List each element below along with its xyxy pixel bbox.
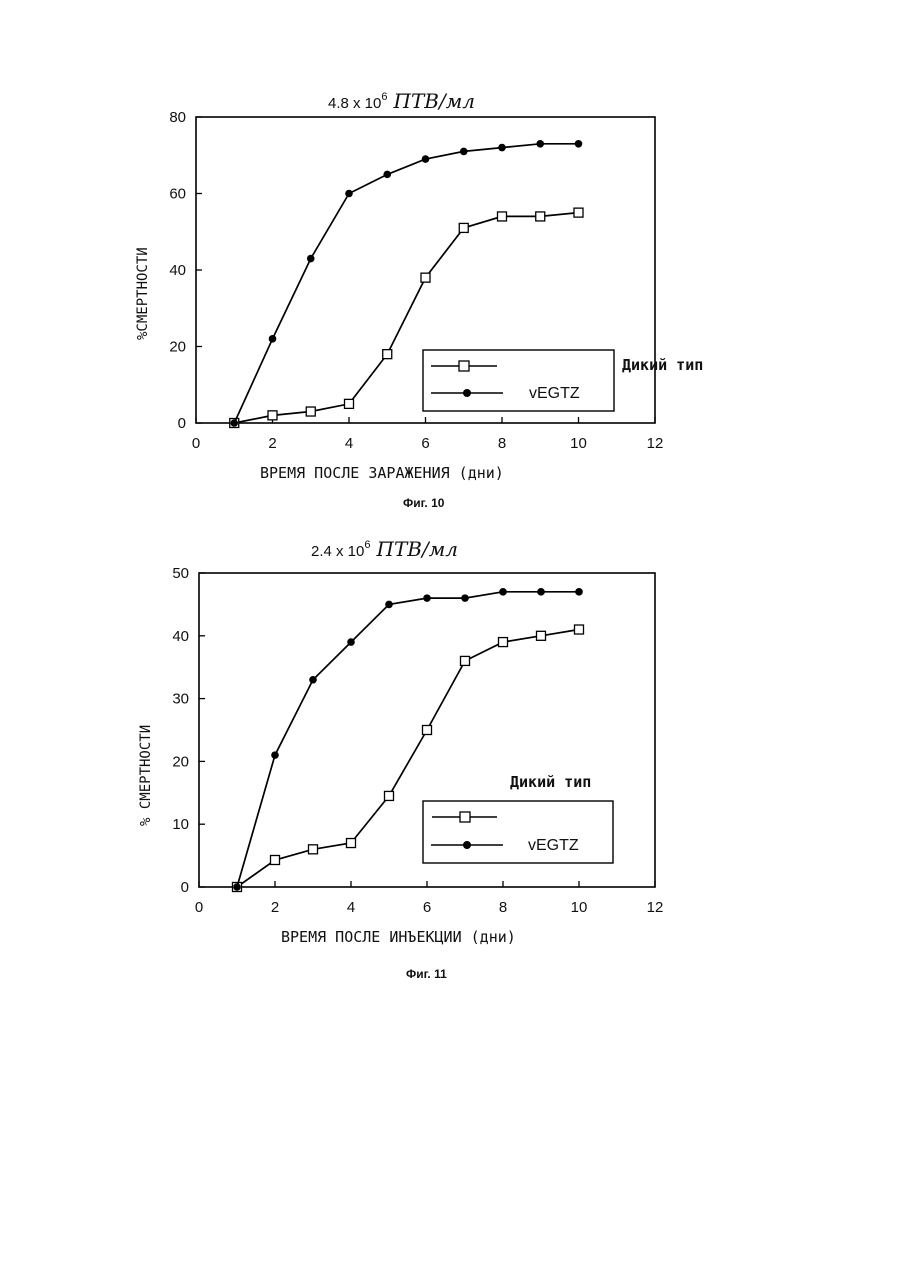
fig11-series-wildtype-point: [309, 845, 318, 854]
chart-fig10: 4.8 x 106ПТВ/мл 0 2 4 6 8 10 12 0 20 40 60 80 Дикий…: [135, 89, 703, 510]
fig10-xtick-label: 8: [498, 435, 506, 452]
fig10-series-vegtz-point: [345, 190, 353, 198]
fig10-xtick-label: 4: [345, 435, 353, 452]
fig10-ytick-label: 40: [169, 262, 186, 279]
fig10-ytick-label: 60: [169, 186, 186, 203]
legend-fig11-wildtype-marker: [460, 812, 470, 822]
fig10-series-wildtype-point: [498, 212, 507, 221]
legend-fig11-wildtype-label: Дикий тип: [510, 773, 591, 791]
chart-fig10-xlabel: ВРЕМЯ ПОСЛЕ ЗАРАЖЕНИЯ (дни): [260, 464, 504, 482]
fig11-series-vegtz-point: [271, 751, 279, 759]
fig11-ytick-label: 20: [172, 753, 189, 770]
fig11-ytick-label: 40: [172, 628, 189, 645]
fig10-series-vegtz-point: [307, 255, 315, 263]
fig10-series-vegtz-point: [230, 419, 238, 427]
chart-fig10-ylabel: %СМЕРТНОСТИ: [135, 247, 151, 340]
fig10-xtick-label: 0: [192, 435, 200, 452]
chart-fig11-xlabel: ВРЕМЯ ПОСЛЕ ИНЪЕКЦИИ (дни): [281, 928, 516, 946]
fig11-ytick-label: 10: [172, 816, 189, 833]
fig11-xtick-label: 12: [647, 899, 664, 916]
fig10-series-vegtz-point: [575, 140, 583, 148]
fig11-ytick-label: 50: [172, 565, 189, 582]
fig11-series-vegtz-point: [309, 676, 317, 684]
fig10-ytick-label: 20: [169, 339, 186, 356]
fig11-xtick-label: 10: [571, 899, 588, 916]
legend-fig10-wildtype-label: Дикий тип: [622, 356, 703, 374]
fig10-xtick-label: 10: [570, 435, 587, 452]
fig10-series-wildtype-point: [345, 399, 354, 408]
fig10-series-vegtz-point: [460, 148, 468, 156]
fig11-ytick-label: 30: [172, 691, 189, 708]
fig11-series-wildtype-point: [499, 638, 508, 647]
fig10-series-vegtz-point: [536, 140, 544, 148]
fig11-series-wildtype-point: [385, 791, 394, 800]
fig10-series-wildtype-point: [306, 407, 315, 416]
fig10-series-wildtype-point: [536, 212, 545, 221]
fig10-series-wildtype-point: [383, 350, 392, 359]
fig10-series-vegtz-point: [383, 171, 391, 179]
fig11-series-vegtz-point: [233, 883, 241, 891]
fig11-xtick-label: 4: [347, 899, 355, 916]
fig11-xtick-label: 2: [271, 899, 279, 916]
chart-fig11-title: 2.4 x 106ПТВ/мл: [311, 537, 458, 561]
fig11-series-wildtype-point: [461, 656, 470, 665]
fig11-xtick-label: 6: [423, 899, 431, 916]
fig10-ytick-label: 80: [169, 109, 186, 126]
fig11-series-wildtype-point: [271, 855, 280, 864]
fig10-series-vegtz-point: [269, 335, 277, 343]
fig11-series-wildtype-point: [575, 625, 584, 634]
legend-fig10-vegtz-marker: [463, 389, 471, 397]
fig11-series-vegtz-point: [423, 594, 431, 602]
fig11-series-vegtz-point: [499, 588, 507, 596]
fig11-ytick-label: 0: [181, 879, 189, 896]
chart-fig10-legend: [423, 350, 614, 411]
fig11-series-vegtz-point: [575, 588, 583, 596]
legend-fig11-vegtz-label: vEGTZ: [528, 837, 579, 854]
fig10-series-wildtype-point: [574, 208, 583, 217]
fig11-xtick-label: 0: [195, 899, 203, 916]
chart-fig11-legend: [423, 801, 613, 863]
fig11-series-vegtz-point: [385, 601, 393, 609]
chart-fig11-caption: Фиг. 11: [406, 967, 447, 981]
fig11-series-wildtype-point: [423, 726, 432, 735]
fig10-series-wildtype-point: [421, 273, 430, 282]
fig10-xtick-label: 12: [647, 435, 664, 452]
fig11-series-wildtype-point: [347, 839, 356, 848]
fig11-series-vegtz-point: [347, 638, 355, 646]
fig10-xtick-label: 6: [421, 435, 429, 452]
fig10-series-vegtz-point: [422, 155, 430, 163]
fig11-series-vegtz-point: [461, 594, 469, 602]
fig10-xtick-label: 2: [268, 435, 276, 452]
chart-fig11-ylabel: % СМЕРТНОСТИ: [138, 725, 154, 826]
chart-fig11: 2.4 x 106ПТВ/мл 0 2 4 6 8 10 12 0 10 20 30 40 50 Дик…: [138, 537, 663, 981]
chart-fig10-caption: Фиг. 10: [403, 496, 445, 510]
fig10-series-vegtz-point: [498, 144, 506, 152]
fig10-series-wildtype-point: [268, 411, 277, 420]
legend-fig11-vegtz-marker: [463, 841, 471, 849]
fig10-ytick-label: 0: [178, 415, 186, 432]
fig11-xtick-label: 8: [499, 899, 507, 916]
fig10-series-wildtype-point: [459, 223, 468, 232]
chart-fig10-title: 4.8 x 106ПТВ/мл: [328, 89, 475, 113]
fig11-series-wildtype-point: [537, 631, 546, 640]
legend-fig10-wildtype-marker: [459, 361, 469, 371]
fig11-series-vegtz-point: [537, 588, 545, 596]
legend-fig10-vegtz-label: vEGTZ: [529, 385, 580, 402]
